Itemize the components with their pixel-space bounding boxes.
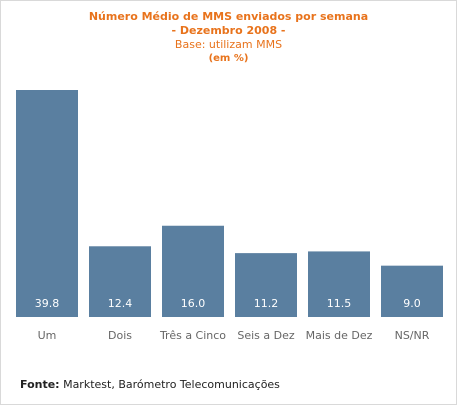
bar-4 [308, 251, 370, 317]
chart-subtitle: - Dezembro 2008 - [171, 24, 286, 37]
category-label-2: Três a Cinco [159, 329, 226, 342]
category-label-1: Dois [108, 329, 132, 342]
value-label-5: 9.0 [403, 297, 421, 310]
value-label-3: 11.2 [254, 297, 279, 310]
category-label-4: Mais de Dez [306, 329, 373, 342]
value-label-2: 16.0 [181, 297, 206, 310]
value-label-4: 11.5 [327, 297, 352, 310]
chart-unit-note: (em %) [208, 53, 249, 64]
bar-2 [162, 225, 224, 317]
value-label-1: 12.4 [108, 297, 133, 310]
category-label-3: Seis a Dez [237, 329, 295, 342]
value-label-0: 39.8 [35, 297, 60, 310]
category-label-5: NS/NR [395, 329, 430, 342]
category-label-0: Um [38, 329, 57, 342]
bar-0 [16, 90, 78, 317]
bar-3 [235, 253, 297, 317]
chart-title: Número Médio de MMS enviados por semana [88, 10, 369, 23]
source-text: Marktest, Barómetro Telecomunicações [59, 378, 280, 391]
chart-base-note: Base: utilizam MMS [174, 38, 283, 51]
source-label: Fonte: [20, 378, 60, 391]
bar-5 [381, 265, 443, 317]
bar-1 [89, 246, 151, 317]
chart-header: Número Médio de MMS enviados por semana … [0, 10, 457, 66]
source-footer: Fonte: Marktest, Barómetro Telecomunicaç… [20, 378, 280, 391]
